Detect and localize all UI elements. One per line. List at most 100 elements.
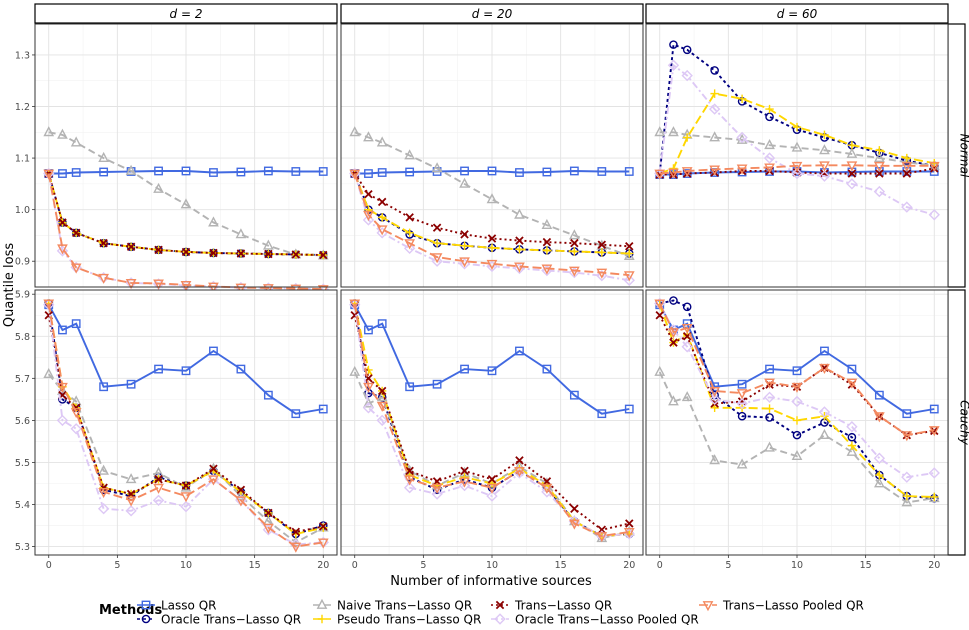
data-point xyxy=(319,522,328,531)
facet-strip xyxy=(34,3,338,24)
data-point xyxy=(460,466,469,476)
data-point xyxy=(70,408,82,419)
data-point xyxy=(154,166,163,176)
data-point xyxy=(235,228,247,239)
data-point xyxy=(623,271,635,282)
legend-entry: Trans−Lasso Pooled QR xyxy=(699,599,864,613)
data-point xyxy=(317,538,329,549)
facet-strip-label: Cauchy xyxy=(958,400,969,446)
series-line xyxy=(659,164,935,175)
x-tick-label: 5 xyxy=(420,560,426,571)
data-point xyxy=(846,445,858,456)
data-point xyxy=(126,379,136,389)
data-point xyxy=(791,141,803,152)
data-point xyxy=(819,428,830,440)
data-point xyxy=(846,178,858,190)
data-point xyxy=(928,161,940,173)
data-point xyxy=(682,302,692,312)
data-point xyxy=(625,519,634,528)
data-point xyxy=(349,169,361,180)
series-line xyxy=(47,304,324,415)
panel: 5.3 5.4 5.5 5.6 5.7 5.8 5.9 0 5 10 15 20 xyxy=(15,289,338,571)
data-point xyxy=(764,441,775,452)
data-point xyxy=(669,40,678,49)
x-tick-label: 20 xyxy=(623,560,635,571)
data-point xyxy=(709,387,721,398)
data-point xyxy=(596,269,608,282)
data-point xyxy=(486,483,498,494)
data-point xyxy=(376,225,388,236)
data-point xyxy=(71,403,81,413)
panel-border xyxy=(645,23,949,288)
data-point xyxy=(570,504,579,513)
facet-panels: d = 2 d = 20 d = 60 Normal Cauchy 0.9 1.0 1.1 1.… xyxy=(15,3,969,571)
data-point xyxy=(152,494,165,507)
x-tick-label: 0 xyxy=(657,560,663,571)
data-point xyxy=(542,364,552,374)
data-point xyxy=(236,364,246,374)
data-point xyxy=(376,401,388,412)
data-point xyxy=(70,263,82,274)
y-tick-label: 5.6 xyxy=(15,416,30,427)
data-point xyxy=(624,167,634,176)
data-point xyxy=(180,198,192,209)
data-point xyxy=(181,481,191,490)
data-point xyxy=(431,253,443,264)
series-line xyxy=(353,303,630,538)
series-line xyxy=(658,304,935,498)
data-point xyxy=(460,364,469,374)
x-tick-label: 20 xyxy=(928,560,940,571)
data-point xyxy=(709,454,721,465)
data-point xyxy=(667,59,680,71)
data-point xyxy=(654,126,666,137)
data-point xyxy=(363,131,374,142)
data-point xyxy=(847,169,857,178)
data-point xyxy=(486,490,498,502)
data-point xyxy=(623,274,635,286)
data-point xyxy=(514,466,525,478)
data-point xyxy=(43,169,55,180)
data-point xyxy=(181,247,191,257)
data-point xyxy=(515,168,524,177)
data-point xyxy=(847,441,857,450)
data-point xyxy=(669,338,678,347)
data-point xyxy=(154,475,163,484)
data-point xyxy=(99,167,109,177)
data-point xyxy=(432,477,442,486)
data-point xyxy=(873,161,885,173)
data-point xyxy=(763,152,776,164)
data-point xyxy=(98,488,110,499)
data-point xyxy=(623,527,635,539)
data-point xyxy=(901,201,913,213)
data-point xyxy=(515,456,524,465)
data-point xyxy=(403,482,416,494)
legend-label: Lasso QR xyxy=(161,599,216,613)
data-point xyxy=(668,168,679,179)
data-point xyxy=(709,131,721,142)
data-point xyxy=(319,250,328,260)
data-point xyxy=(873,412,885,423)
data-point xyxy=(654,169,666,180)
y-tick-label: 5.7 xyxy=(15,374,30,385)
data-point xyxy=(764,138,775,150)
data-point xyxy=(290,542,302,553)
facet-strip-label: d = 60 xyxy=(777,7,818,21)
data-point xyxy=(57,382,68,393)
data-point xyxy=(153,279,164,290)
data-point xyxy=(432,238,442,248)
data-point xyxy=(125,505,137,517)
data-point xyxy=(709,165,721,176)
data-point xyxy=(596,268,608,279)
data-point xyxy=(792,366,802,376)
data-point xyxy=(98,464,110,475)
facet-strip xyxy=(340,3,644,24)
panel: 0 5 10 15 20 xyxy=(645,289,949,571)
data-point xyxy=(668,126,679,137)
data-point xyxy=(902,491,912,501)
data-point xyxy=(43,299,55,310)
x-tick-label: 15 xyxy=(249,560,261,571)
data-point xyxy=(819,161,830,172)
data-point xyxy=(819,363,830,375)
data-point xyxy=(262,523,274,534)
